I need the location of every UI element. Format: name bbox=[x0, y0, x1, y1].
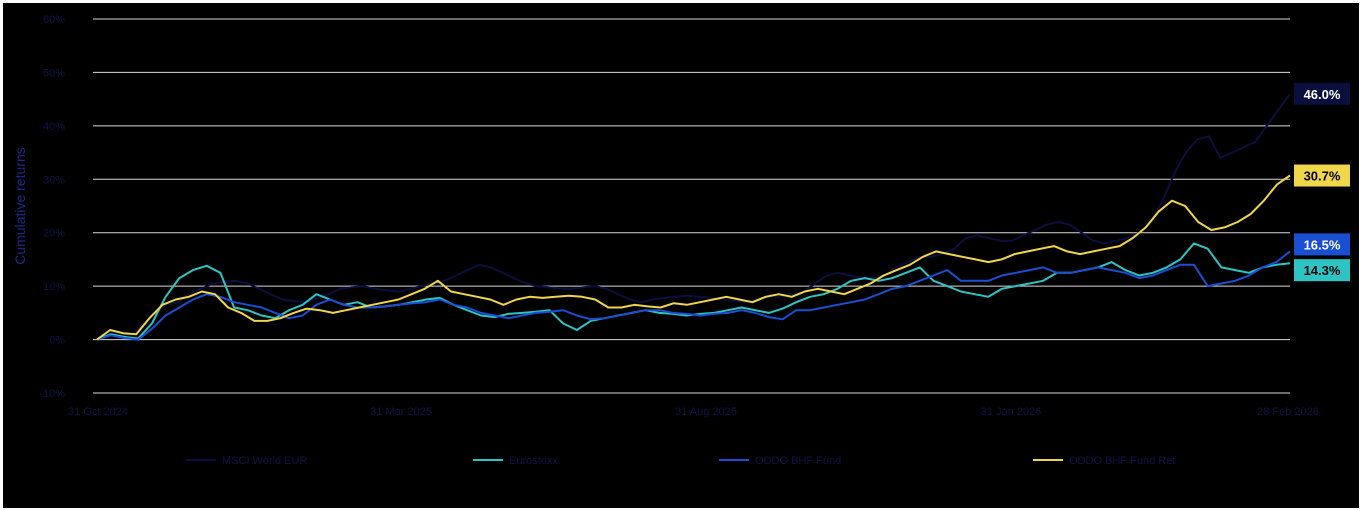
end-label-box bbox=[1294, 164, 1350, 187]
legend-label: MSCI World EUR bbox=[222, 455, 307, 467]
legend-label: ODDO BHF Fund bbox=[755, 455, 841, 467]
x-tick-label: 28 Feb 2026 bbox=[1257, 406, 1319, 418]
end-label-box bbox=[1294, 259, 1350, 282]
end-value-label: 14.3% bbox=[1304, 263, 1341, 278]
y-tick-label: -10% bbox=[39, 388, 65, 400]
x-tick-label: 31 Oct 2024 bbox=[68, 406, 128, 418]
legend-label: Eurostoxx bbox=[509, 455, 558, 467]
y-tick-label: 0% bbox=[49, 335, 65, 347]
y-tick-label: 30% bbox=[43, 174, 65, 186]
y-axis-label: Cumulative returns bbox=[12, 147, 28, 265]
y-tick-label: 40% bbox=[43, 121, 65, 133]
x-tick-label: 31 Jan 2026 bbox=[981, 406, 1042, 418]
series-line bbox=[96, 250, 1291, 341]
legend-label: ODDO BHF Fund Ret bbox=[1069, 455, 1175, 467]
end-label-box bbox=[1294, 82, 1350, 105]
end-value-label: 16.5% bbox=[1304, 237, 1341, 252]
end-value-label: 30.7% bbox=[1304, 169, 1341, 184]
series-line bbox=[96, 174, 1291, 341]
x-tick-label: 31 Mar 2025 bbox=[370, 406, 432, 418]
end-value-label: 46.0% bbox=[1304, 87, 1341, 102]
y-tick-label: 10% bbox=[43, 281, 65, 293]
y-tick-label: 20% bbox=[43, 228, 65, 240]
series-line bbox=[96, 242, 1291, 341]
y-tick-label: 60% bbox=[43, 14, 65, 26]
series-line bbox=[96, 93, 1291, 341]
end-label-box bbox=[1294, 233, 1350, 256]
y-tick-label: 50% bbox=[43, 67, 65, 79]
chart-panel: 60% 50% 40% 30% 20% 10% 0% -10% Cumulative retur… bbox=[3, 3, 1359, 508]
cumulative-returns-chart: 60% 50% 40% 30% 20% 10% 0% -10% Cumulative retur… bbox=[12, 14, 1350, 467]
x-tick-label: 31 Aug 2025 bbox=[675, 406, 737, 418]
